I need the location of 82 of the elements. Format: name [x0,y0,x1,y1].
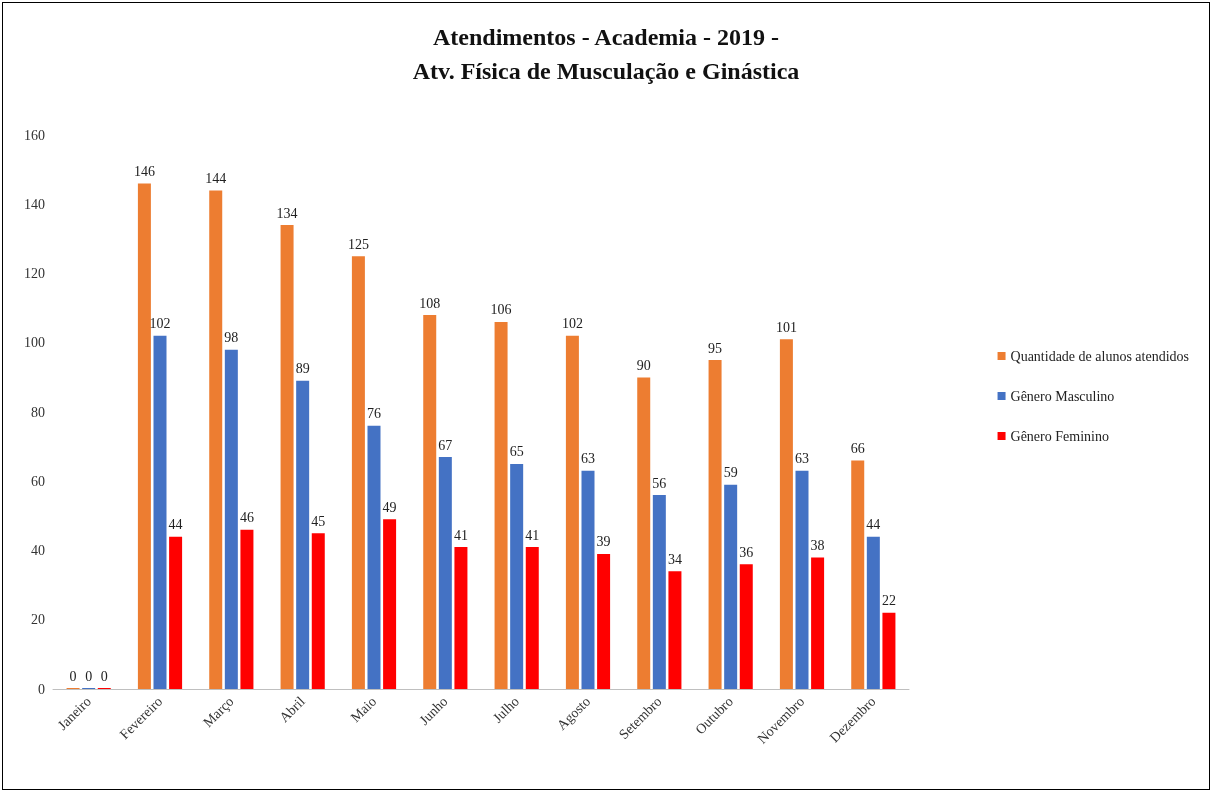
bar [438,457,452,689]
data-label: 36 [739,544,754,560]
y-tick-label: 20 [31,612,45,628]
legend-label: Gênero Feminino [1010,428,1109,444]
data-label: 89 [295,361,310,377]
bar [597,553,611,689]
bar [739,564,753,689]
bar [224,349,238,689]
bar [779,339,793,689]
data-label: 125 [347,236,369,252]
bar [565,335,579,689]
bar [882,612,896,689]
data-label: 67 [438,437,453,453]
data-label: 76 [367,406,381,422]
bar [525,547,539,689]
data-label: 39 [596,534,611,550]
data-label: 98 [224,330,239,346]
data-label: 41 [453,527,468,543]
data-label: 59 [723,465,738,481]
bar [240,529,254,689]
bar [581,470,595,689]
y-tick-label: 80 [31,404,45,420]
bar [851,460,865,689]
y-tick-label: 60 [31,473,45,489]
bar [637,377,651,689]
bar [866,536,880,689]
data-label: 146 [133,163,155,179]
chart-title: Atendimentos - Academia - 2019 - Atv. Física de Musculação e Ginástica [412,24,800,84]
data-label: 134 [276,205,298,221]
data-label: 38 [810,537,825,553]
data-label: 44 [866,517,881,533]
data-label: 0 [100,668,108,684]
y-tick-label: 100 [24,335,45,351]
data-label: 41 [525,527,540,543]
data-label: 102 [561,316,583,332]
legend-label: Quantidade de alunos atendidos [1010,348,1189,364]
bar [367,425,381,689]
data-label: 63 [795,451,809,467]
bar [811,557,825,689]
data-label: 44 [168,517,183,533]
y-tick-label: 40 [31,543,45,558]
data-label: 0 [69,668,77,684]
bar [510,463,524,689]
bar [280,225,294,689]
bar [724,484,738,689]
bar [795,470,809,689]
data-label: 108 [419,295,441,311]
legend-label: Gênero Masculino [1010,388,1115,404]
bar [423,315,437,689]
y-tick-label: 140 [24,196,45,212]
y-tick-label: 160 [24,127,45,143]
data-label: 66 [850,440,865,456]
bar [652,495,666,689]
bar [668,571,682,689]
bar [708,360,722,689]
data-label: 46 [239,510,254,526]
data-label: 49 [382,499,397,515]
data-label: 34 [667,551,682,567]
data-label: 65 [509,444,524,460]
bar [209,190,223,689]
data-label: 56 [652,475,667,491]
data-label: 22 [881,593,896,609]
data-label: 102 [149,316,171,332]
bar [169,536,183,689]
data-label: 63 [581,451,595,467]
bar [454,547,468,689]
y-tick-label: 0 [38,681,45,697]
data-label: 144 [205,170,227,186]
bar [137,183,151,689]
bar [494,321,508,689]
bar [351,256,365,689]
data-label: 90 [636,357,651,373]
y-tick-label: 120 [24,266,45,281]
bar [296,380,310,689]
bar [383,519,397,689]
bar [311,533,325,689]
data-label: 45 [311,513,326,529]
data-label: 101 [775,319,797,335]
bar [153,335,167,689]
data-label: 95 [708,340,723,356]
data-label: 106 [490,302,512,318]
data-label: 0 [85,668,93,684]
